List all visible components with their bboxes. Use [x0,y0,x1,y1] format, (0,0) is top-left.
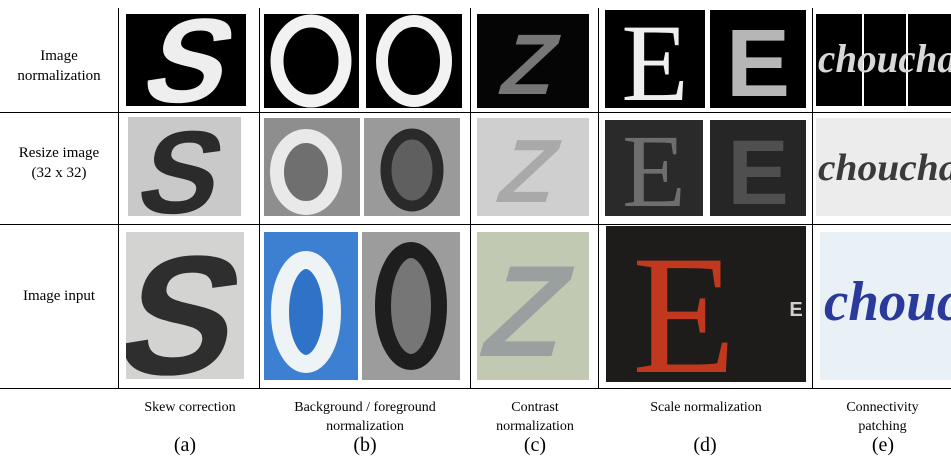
image-b-resized-2 [364,118,460,216]
image-c-resized: Z [477,118,589,216]
image-e-input: chouchane [820,232,951,380]
tag-c: (c) [523,434,547,456]
row-divider [0,388,951,389]
svg-text:E: E [727,122,788,216]
image-a-normalized: S [126,14,246,106]
tag-e: (e) [871,434,895,456]
image-d-input: E E [606,226,806,382]
row-label-input: Image input [22,288,96,304]
image-d-normalized-2: E [710,10,806,108]
row-label-normalization: Image normalization [17,48,101,84]
image-a-input: S [126,232,244,379]
svg-text:S: S [126,232,244,379]
row-divider [0,224,951,225]
column-divider [598,8,599,388]
image-d-resized-1: E [605,120,703,216]
svg-text:E: E [621,10,688,108]
image-b-normalized-2 [366,14,462,108]
caption-a: Skew correction [144,400,236,415]
image-b-resized-1 [264,118,360,216]
row-divider [0,112,951,113]
column-divider [259,8,260,388]
image-d-resized-2: E [710,120,806,216]
image-d-normalized-1: E [605,10,705,108]
caption-e: Connectivity patching [846,400,919,434]
image-b-input-1 [264,232,358,380]
column-divider [812,8,813,388]
svg-text:E: E [632,226,736,382]
svg-text:E: E [726,10,790,108]
caption-b: Background / foreground normalization [294,400,436,434]
caption-c: Contrast normalization [496,400,574,434]
image-e-resized: chouchane [816,118,951,216]
tag-a: (a) [173,434,197,456]
row-label-resize: Resize image (32 x 32) [18,145,100,181]
svg-text:chouchane: chouchane [818,36,951,81]
caption-d: Scale normalization [650,400,762,415]
image-c-input: Z [477,232,589,380]
image-c-normalized: Z [477,14,589,108]
column-divider [470,8,471,388]
image-b-input-2 [362,232,460,380]
image-a-resized: S [128,117,241,216]
tag-b: (b) [353,434,377,456]
svg-text:chouchane: chouchane [824,271,951,333]
tag-d: (d) [693,434,717,456]
svg-text:E: E [622,120,686,216]
column-divider [118,8,119,388]
image-e-normalized: chouchane [816,14,951,106]
svg-text:E: E [789,299,802,321]
svg-text:chouchane: chouchane [818,147,951,189]
image-b-normalized-1 [264,14,359,108]
